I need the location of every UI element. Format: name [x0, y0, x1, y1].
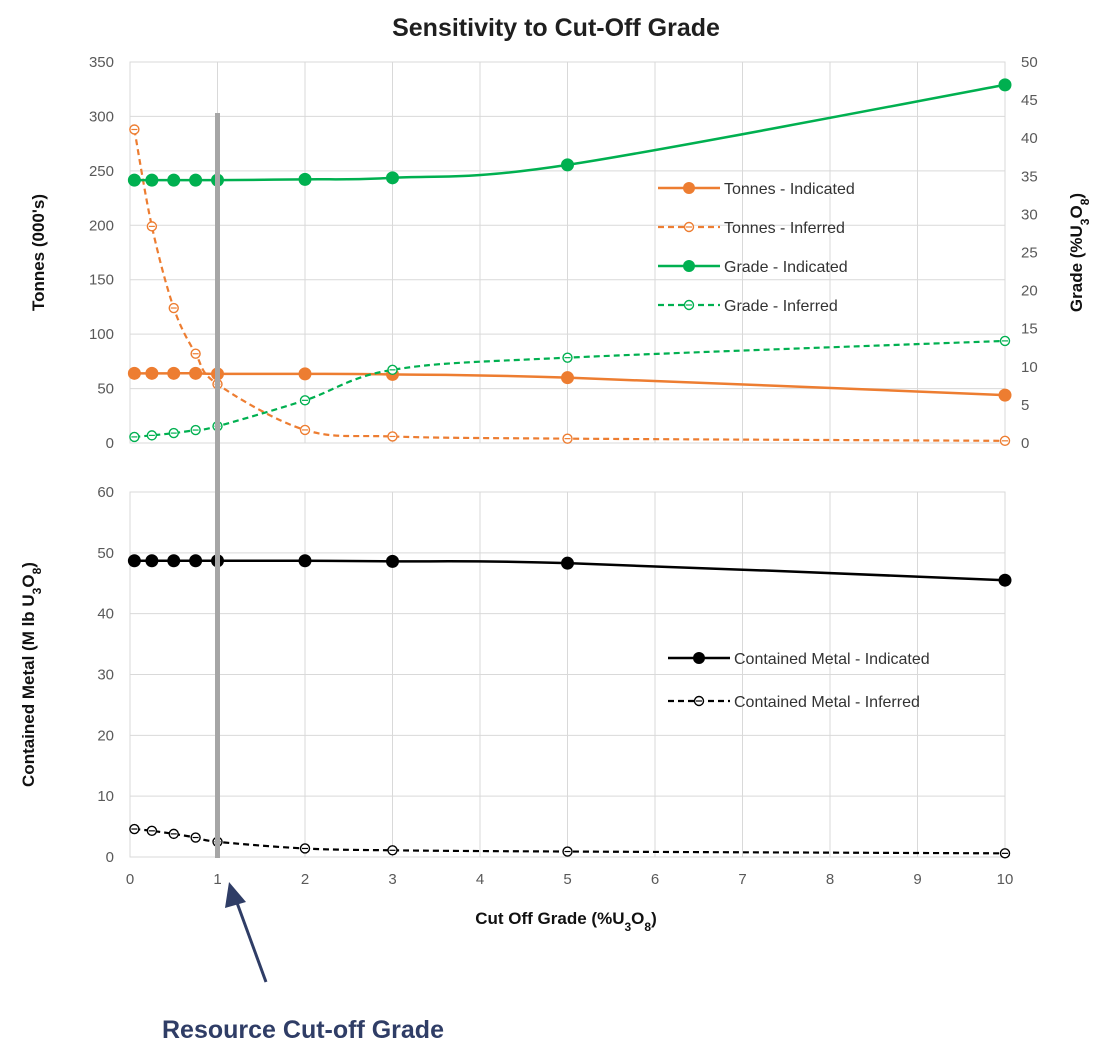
y-left-tick-label: 350 — [89, 54, 114, 71]
data-point — [145, 173, 159, 187]
data-point — [998, 573, 1012, 587]
x-tick-label: 8 — [826, 871, 834, 888]
y-left-tick-label: 250 — [89, 163, 114, 180]
legend-label: Contained Metal - Inferred — [734, 694, 920, 711]
y-left-tick-label: 40 — [97, 606, 114, 623]
legend-marker — [693, 652, 705, 664]
x-tick-label: 7 — [738, 871, 746, 888]
y-left-axis-title: Contained Metal (M lb U3O8) — [19, 562, 44, 787]
data-point — [386, 171, 399, 185]
y-left-tick-label: 30 — [97, 667, 114, 684]
y-left-tick-label: 150 — [89, 272, 114, 289]
data-point — [189, 554, 203, 568]
y-right-tick-label: 15 — [1021, 321, 1038, 338]
y-left-tick-label: 100 — [89, 326, 114, 343]
data-point — [189, 173, 203, 187]
x-tick-label: 3 — [388, 871, 396, 888]
x-tick-label: 2 — [301, 871, 309, 888]
x-tick-label: 0 — [126, 871, 134, 888]
legend-marker — [683, 260, 695, 272]
data-point — [167, 554, 181, 568]
y-right-tick-label: 5 — [1021, 397, 1029, 414]
y-left-tick-label: 10 — [97, 788, 114, 805]
cutoff-marker: Resource Cut-off Grade — [162, 113, 444, 1044]
data-point — [298, 554, 312, 568]
legend-label: Contained Metal - Indicated — [734, 651, 930, 668]
x-tick-label: 6 — [651, 871, 659, 888]
data-point — [561, 158, 574, 172]
y-right-tick-label: 20 — [1021, 283, 1038, 300]
y-left-tick-label: 300 — [89, 108, 114, 125]
data-point — [386, 554, 399, 568]
y-right-tick-label: 40 — [1021, 130, 1038, 147]
y-left-axis-title: Tonnes (000's) — [29, 194, 48, 311]
y-left-tick-label: 60 — [97, 484, 114, 501]
y-left-tick-label: 20 — [97, 727, 114, 744]
x-tick-label: 4 — [476, 871, 484, 888]
y-right-tick-label: 35 — [1021, 168, 1038, 185]
y-left-tick-label: 0 — [106, 435, 114, 452]
x-axis-title: Cut Off Grade (%U3O8) — [475, 909, 657, 934]
data-point — [561, 371, 574, 385]
data-point — [998, 78, 1012, 92]
x-tick-label: 5 — [563, 871, 571, 888]
data-point — [127, 554, 141, 568]
y-left-tick-label: 0 — [106, 849, 114, 866]
data-point — [145, 366, 159, 380]
y-right-tick-label: 50 — [1021, 54, 1038, 71]
data-point — [189, 366, 203, 380]
x-tick-label: 9 — [913, 871, 921, 888]
y-right-tick-label: 45 — [1021, 92, 1038, 109]
data-point — [561, 556, 574, 570]
y-right-tick-label: 0 — [1021, 435, 1029, 452]
legend-label: Grade - Indicated — [724, 259, 848, 276]
top-panel: 0 50 100 150 200 250 300 350 0 5 10 15 20 25 30 35 40 45 5… — [29, 54, 1092, 452]
legend-label: Tonnes - Inferred — [724, 220, 845, 237]
y-left-tick-label: 200 — [89, 217, 114, 234]
legend-label: Grade - Inferred — [724, 298, 838, 315]
x-tick-label: 1 — [213, 871, 221, 888]
data-point — [127, 366, 141, 380]
data-point — [167, 366, 181, 380]
data-point — [167, 173, 181, 187]
bottom-panel: 0 10 20 30 40 50 60 Contained Metal (M lb U3O8)… — [19, 484, 1012, 866]
chart-title: Sensitivity to Cut-Off Grade — [392, 14, 720, 42]
data-point — [298, 367, 312, 381]
annotation-arrow-shaft — [234, 899, 268, 983]
x-axis: 0 1 2 3 4 5 6 7 8 9 10 Cut Off Grade (%U3O8) — [126, 871, 1014, 934]
y-right-tick-label: 25 — [1021, 245, 1038, 262]
y-right-tick-label: 10 — [1021, 359, 1038, 376]
legend-marker — [683, 182, 695, 194]
plot-frame — [129, 491, 1006, 858]
x-tick-label: 10 — [997, 871, 1014, 888]
data-point — [145, 554, 159, 568]
series-line — [133, 129, 1006, 442]
y-right-axis-title: Grade (%U3O8) — [1067, 193, 1092, 312]
legend-label: Tonnes - Indicated — [724, 181, 855, 198]
y-left-tick-label: 50 — [97, 545, 114, 562]
annotation-label: Resource Cut-off Grade — [162, 1016, 444, 1044]
data-point — [998, 388, 1012, 402]
y-left-tick-label: 50 — [97, 381, 114, 398]
y-right-tick-label: 30 — [1021, 206, 1038, 223]
annotation-arrow-head — [225, 882, 246, 908]
data-point — [298, 172, 312, 186]
data-point — [127, 173, 141, 187]
